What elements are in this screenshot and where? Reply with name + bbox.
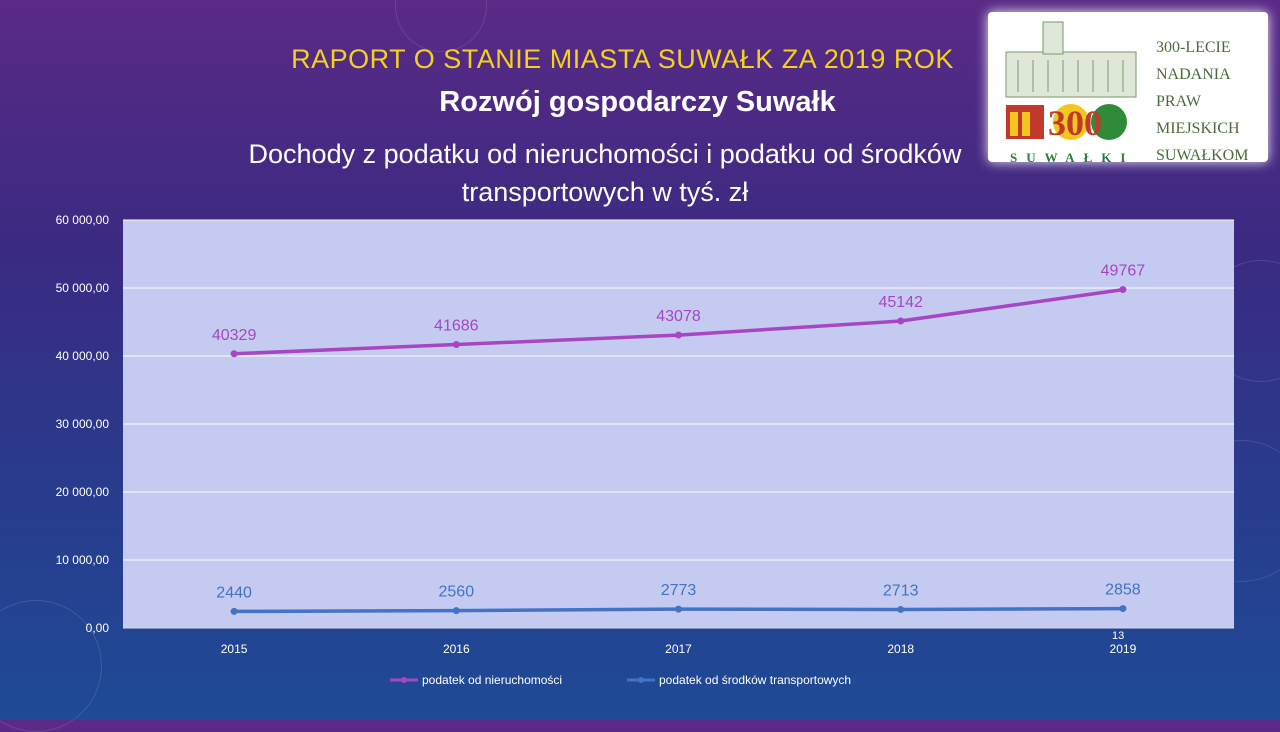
- data-point: [452, 341, 460, 349]
- x-tick-label: 2018: [887, 642, 914, 656]
- legend-marker: [638, 677, 644, 683]
- data-point: [230, 350, 238, 358]
- page-number: 13: [1112, 630, 1125, 642]
- x-tick-label: 2016: [443, 642, 470, 656]
- legend-label: podatek od nieruchomości: [422, 673, 562, 687]
- section-title: Rozwój gospodarczy Suwałk: [439, 86, 836, 118]
- chart-title: Dochody z podatku od nieruchomości i pod…: [195, 135, 1015, 211]
- chart-title-line-2: transportowych w tyś. zł: [461, 177, 749, 207]
- logo-city-name: SUWAŁKI: [1010, 150, 1135, 165]
- legend-label: podatek od środków transportowych: [659, 673, 851, 687]
- anniversary-logo: 300 300-LECIE NADANIA PRAW MIEJSKICH SUW…: [988, 12, 1268, 165]
- data-label: 2560: [439, 584, 475, 601]
- y-tick-label: 50 000,00: [56, 281, 110, 295]
- y-tick-label: 40 000,00: [56, 349, 110, 363]
- y-tick-label: 20 000,00: [56, 485, 110, 499]
- chart-title-line-1: Dochody z podatku od nieruchomości i pod…: [248, 139, 962, 169]
- data-label: 2858: [1105, 582, 1141, 599]
- data-label: 43078: [656, 308, 701, 325]
- data-point: [230, 607, 238, 615]
- data-label: 49767: [1101, 263, 1146, 280]
- data-point: [452, 607, 460, 615]
- y-tick-label: 60 000,00: [56, 213, 110, 227]
- data-label: 2440: [216, 584, 252, 601]
- logo-line: PRAW: [1156, 93, 1201, 110]
- anniversary-text: 300-LECIE NADANIA PRAW MIEJSKICH SUWAŁKO…: [1156, 34, 1266, 169]
- town-hall-emblem: 300: [1005, 21, 1137, 143]
- report-title: RAPORT O STANIE MIASTA SUWAŁK ZA 2019 RO…: [291, 44, 954, 74]
- data-point: [1119, 605, 1127, 613]
- data-label: 2713: [883, 583, 919, 600]
- data-point: [897, 317, 905, 325]
- data-label: 41686: [434, 318, 479, 335]
- y-tick-label: 30 000,00: [56, 417, 110, 431]
- data-point: [1119, 286, 1127, 294]
- legend-marker: [401, 677, 407, 683]
- x-tick-label: 2015: [221, 642, 248, 656]
- logo-line: MIEJSKICH: [1156, 120, 1240, 137]
- x-tick-label: 2017: [665, 642, 692, 656]
- data-point: [675, 605, 682, 613]
- logo-line: SUWAŁKOM: [1156, 147, 1249, 164]
- x-tick-label: 2019: [1110, 642, 1137, 656]
- y-tick-label: 10 000,00: [56, 553, 110, 567]
- logo-line: NADANIA: [1156, 66, 1231, 83]
- data-point: [897, 606, 905, 614]
- logo-line: 300-LECIE: [1156, 39, 1231, 56]
- data-label: 40329: [212, 327, 257, 344]
- emblem-number: 300: [1048, 103, 1102, 143]
- y-tick-label: 0,00: [86, 621, 110, 635]
- data-point: [675, 331, 682, 339]
- data-label: 2773: [661, 582, 697, 599]
- data-label: 45142: [878, 294, 923, 311]
